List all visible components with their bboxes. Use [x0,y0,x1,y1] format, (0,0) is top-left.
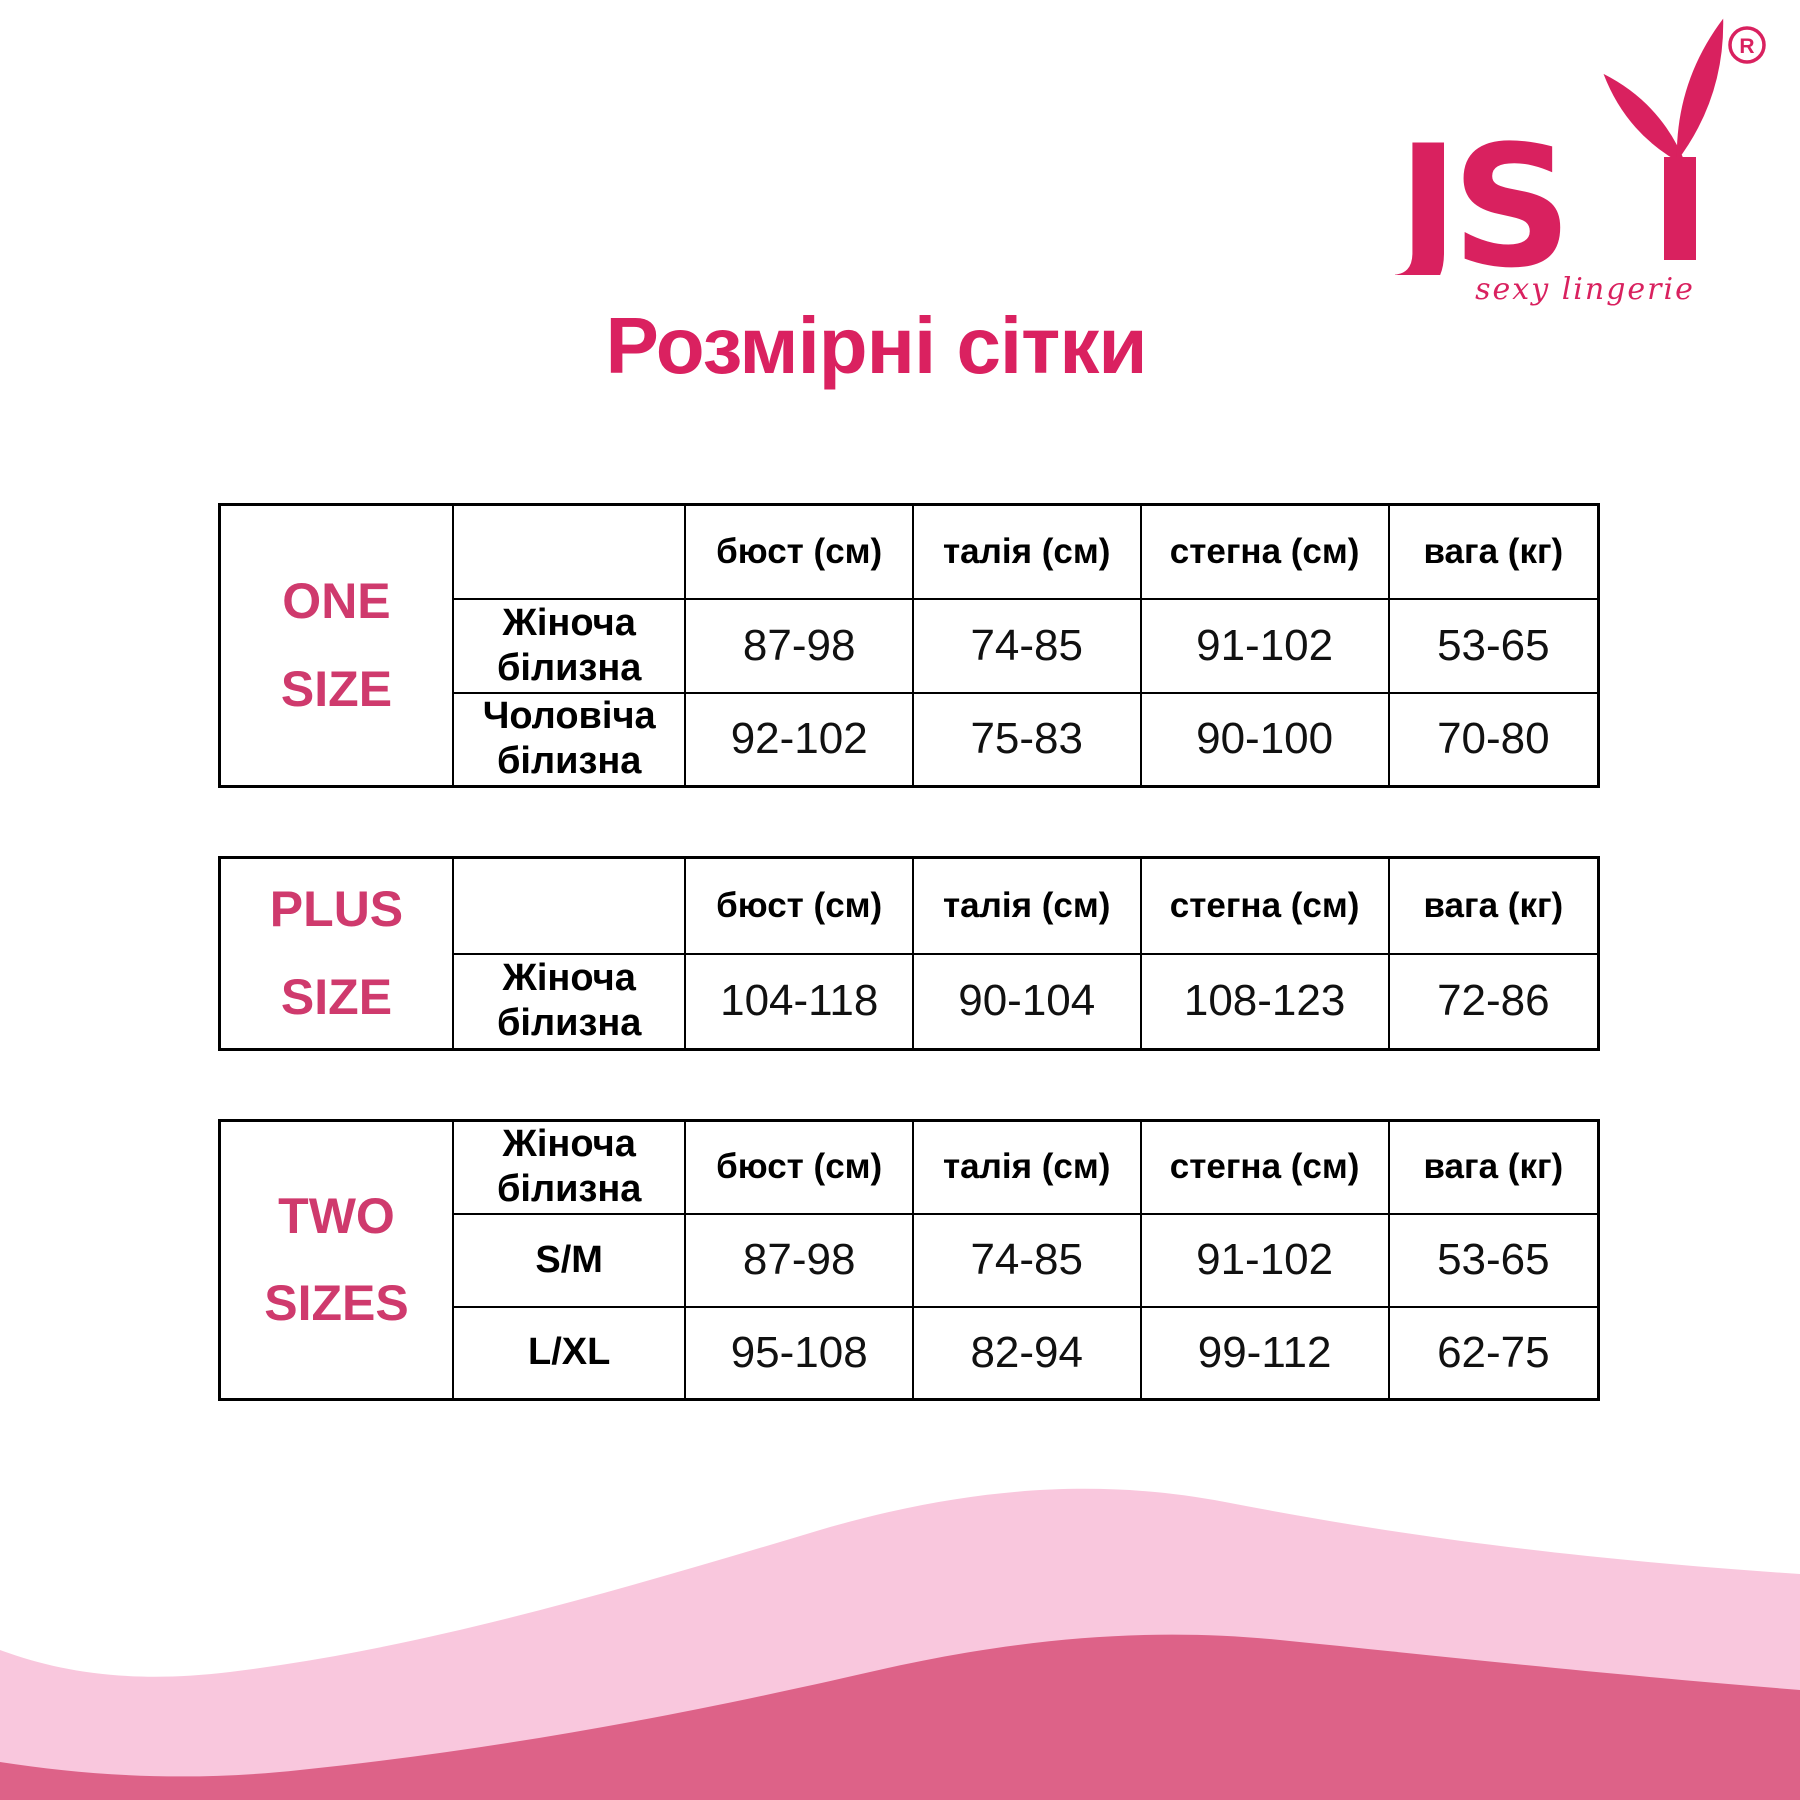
cell-value: 90-100 [1139,691,1390,788]
cell-value: 75-83 [911,691,1142,788]
size-label-line: SIZE [280,660,393,717]
logo-js-text: JS [1395,109,1565,275]
size-label-line: SIZES [264,1275,409,1331]
column-header-weight: вага (кг) [1387,1119,1600,1215]
column-header-hips: стегна (см) [1139,1119,1390,1215]
cell-value: 91-102 [1139,597,1390,694]
table-row: L/XL 95-108 82-94 99-112 62-75 [220,1305,1600,1401]
column-header-weight: вага (кг) [1387,503,1600,600]
size-label-line: SIZE [280,968,393,1025]
cell-value: 74-85 [911,597,1142,694]
row-label: L/XL [451,1305,687,1401]
cell-value: 70-80 [1387,691,1600,788]
corner-cell [451,856,687,955]
column-header-waist: талія (см) [911,503,1142,600]
table-row: Чоловіча білизна 92-102 75-83 90-100 70-… [220,691,1600,788]
decorative-waves [0,1488,1800,1800]
wave-dark-pink [0,1634,1800,1800]
column-header-hips: стегна (см) [1139,856,1390,955]
table-row: TWO SIZES Жіноча білизна бюст (см) талія… [218,1119,1600,1401]
size-label-line: TWO [278,1187,395,1244]
cell-value: 91-102 [1139,1212,1390,1308]
table-row: Жіноча білизна 104-118 90-104 108-123 72… [220,952,1600,1051]
column-header-bust: бюст (см) [684,1119,914,1215]
column-header-bust: бюст (см) [684,503,914,600]
table-row: PLUS SIZE бюст (см) талія (см) стегна (с… [218,856,1600,1051]
cell-value: 104-118 [684,952,914,1051]
plus-size-label: PLUS SIZE [218,856,454,1051]
logo-left-leaf-icon [1603,73,1687,167]
row-label: Чоловіча білизна [451,691,687,788]
column-header-bust: бюст (см) [684,856,914,955]
cell-value: 108-123 [1139,952,1390,1051]
table-row: Жіноча білизна 87-98 74-85 91-102 53-65 [220,597,1600,694]
plus-size-table: PLUS SIZE бюст (см) талія (см) стегна (с… [218,856,1600,1051]
brand-tagline: sexy lingerie [1475,272,1695,307]
svg-text:R: R [1739,35,1754,58]
two-sizes-label: TWO SIZES [218,1119,454,1401]
corner-cell: Жіноча білизна [451,1119,687,1215]
page-title: Розмірні сітки [605,301,1147,390]
cell-value: 62-75 [1387,1305,1600,1401]
size-label-line: ONE [282,573,391,629]
table-row: ONE SIZE бюст (см) талія (см) стегна (см… [218,503,1600,788]
column-header-waist: талія (см) [911,1119,1142,1215]
registered-mark-icon: R [1728,26,1766,64]
row-label: Жіноча білизна [451,952,687,1051]
two-sizes-table: TWO SIZES Жіноча білизна бюст (см) талія… [218,1119,1600,1401]
cell-value: 99-112 [1139,1305,1390,1401]
cell-value: 87-98 [684,1212,914,1308]
one-size-table: ONE SIZE бюст (см) талія (см) стегна (см… [218,503,1600,788]
cell-value: 53-65 [1387,1212,1600,1308]
cell-value: 92-102 [684,691,914,788]
corner-cell [451,503,687,600]
one-size-label: ONE SIZE [218,503,454,788]
cell-value: 90-104 [911,952,1142,1051]
cell-value: 95-108 [684,1305,914,1401]
cell-value: 72-86 [1387,952,1600,1051]
row-label: Жіноча білизна [451,597,687,694]
column-header-waist: талія (см) [911,856,1142,955]
logo-right-leaf-icon [1676,18,1724,162]
column-header-hips: стегна (см) [1139,503,1390,600]
jsy-logo: JS R [1395,18,1766,275]
cell-value: 53-65 [1387,597,1600,694]
size-label-line: PLUS [269,881,404,937]
cell-value: 74-85 [911,1212,1142,1308]
table-row: S/M 87-98 74-85 91-102 53-65 [220,1212,1600,1308]
row-label: S/M [451,1212,687,1308]
cell-value: 82-94 [911,1305,1142,1401]
column-header-weight: вага (кг) [1387,856,1600,955]
cell-value: 87-98 [684,597,914,694]
